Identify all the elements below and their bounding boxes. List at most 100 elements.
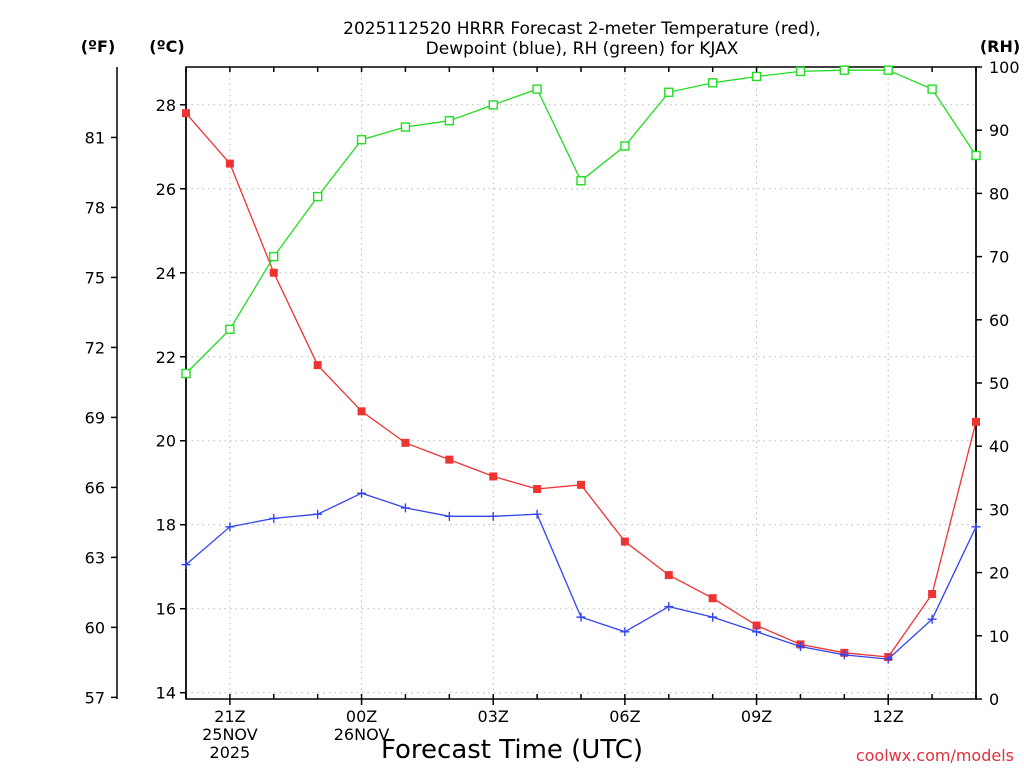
- data-point: [620, 627, 630, 637]
- series-rh: [181, 65, 981, 379]
- data-point: [576, 176, 586, 186]
- rh-tick-label: 20: [989, 564, 1009, 583]
- rh-unit-label: (RH): [980, 37, 1020, 56]
- data-point: [883, 654, 893, 664]
- celsius-tick-label: 24: [156, 264, 176, 283]
- data-point: [357, 488, 367, 498]
- fahrenheit-tick-label: 81: [85, 128, 105, 147]
- data-point: [708, 594, 717, 603]
- x-tick-label: 21Z: [214, 707, 245, 726]
- rh-tick-label: 10: [989, 627, 1009, 646]
- fahrenheit-tick-label: 69: [85, 408, 105, 427]
- data-point: [400, 503, 410, 513]
- celsius-tick-label: 18: [156, 516, 176, 535]
- rh-tick-label: 0: [989, 690, 999, 709]
- data-point: [400, 122, 411, 132]
- data-point: [313, 361, 322, 370]
- data-point: [225, 324, 235, 334]
- data-point: [752, 627, 762, 637]
- fahrenheit-tick-label: 57: [85, 688, 105, 707]
- data-point: [312, 191, 323, 202]
- chart-title-line-1: 2025112520 HRRR Forecast 2-meter Tempera…: [343, 19, 821, 39]
- axes: [116, 66, 977, 700]
- data-point: [664, 602, 674, 612]
- data-point: [533, 485, 542, 494]
- data-point: [444, 511, 454, 521]
- x-tick-label: 06Z: [609, 707, 640, 726]
- data-point: [839, 650, 849, 660]
- data-point: [489, 472, 498, 481]
- data-point: [664, 571, 673, 580]
- celsius-unit-label: (ºC): [149, 37, 184, 56]
- celsius-tick-label: 22: [156, 348, 176, 367]
- fahrenheit-tick-label: 78: [85, 198, 105, 217]
- data-point: [181, 368, 191, 379]
- x-tick-label: 2025: [210, 743, 251, 762]
- series-dewpoint: [181, 488, 981, 664]
- series-line: [185, 492, 977, 660]
- data-point: [883, 65, 893, 75]
- data-point: [444, 116, 455, 126]
- rh-tick-label: 100: [989, 58, 1020, 77]
- data-point: [225, 159, 234, 168]
- series-line: [185, 112, 977, 658]
- plot-frame: [185, 66, 977, 700]
- fahrenheit-tick-label: 66: [85, 478, 105, 497]
- x-tick-label: 09Z: [741, 707, 772, 726]
- fahrenheit-tick-label: 60: [85, 618, 105, 637]
- data-point: [664, 87, 674, 97]
- tick-labels: 14 16 18 20 22 24 26 28 57 60 63 66 69 72 75 78 81 0 10 20 3…: [85, 58, 1020, 762]
- rh-tick-label: 70: [989, 248, 1009, 267]
- data-point: [181, 560, 191, 570]
- x-tick-label: 03Z: [478, 707, 509, 726]
- data-point: [357, 407, 366, 416]
- x-tick-label: 25NOV: [202, 725, 258, 744]
- rh-tick-label: 90: [989, 121, 1009, 140]
- series-line: [185, 69, 977, 374]
- data-point: [972, 417, 980, 426]
- data-point: [225, 522, 235, 532]
- data-point: [971, 150, 981, 161]
- data-point: [182, 109, 190, 118]
- data-point: [927, 84, 937, 94]
- celsius-tick-label: 16: [156, 600, 176, 619]
- x-axis-label: Forecast Time (UTC): [381, 735, 643, 765]
- rh-tick-label: 60: [989, 311, 1009, 330]
- data-point: [488, 100, 498, 110]
- data-point: [620, 141, 630, 151]
- fahrenheit-unit-label: (ºF): [81, 37, 116, 56]
- x-tick-label: 00Z: [346, 707, 377, 726]
- data-point: [445, 455, 454, 464]
- data-point: [313, 509, 323, 519]
- data-point: [532, 84, 542, 94]
- series-2-meter-temperature: [182, 109, 980, 662]
- data-point: [620, 537, 629, 546]
- data-point: [577, 480, 585, 489]
- data-point: [269, 251, 279, 262]
- rh-tick-label: 50: [989, 374, 1009, 393]
- fahrenheit-tick-label: 75: [85, 268, 105, 287]
- data-point: [927, 614, 937, 624]
- celsius-tick-label: 14: [156, 684, 176, 703]
- data-point: [751, 71, 762, 82]
- data-point: [795, 66, 806, 77]
- rh-tick-label: 40: [989, 437, 1009, 456]
- celsius-tick-label: 28: [156, 96, 176, 115]
- data-point: [928, 590, 937, 599]
- celsius-tick-label: 26: [156, 180, 176, 199]
- data-point: [532, 509, 542, 519]
- rh-tick-label: 80: [989, 184, 1009, 203]
- data-point: [269, 513, 279, 523]
- x-tick-label: 12Z: [873, 707, 904, 726]
- gridlines: [186, 67, 976, 699]
- data-point: [269, 268, 278, 277]
- data-series: [181, 65, 981, 664]
- data-point: [839, 65, 850, 75]
- data-point: [707, 78, 718, 88]
- data-point: [971, 522, 981, 532]
- x-tick-label: 26NOV: [334, 725, 390, 744]
- data-point: [488, 511, 498, 521]
- fahrenheit-tick-label: 63: [85, 548, 105, 567]
- data-point: [752, 621, 761, 630]
